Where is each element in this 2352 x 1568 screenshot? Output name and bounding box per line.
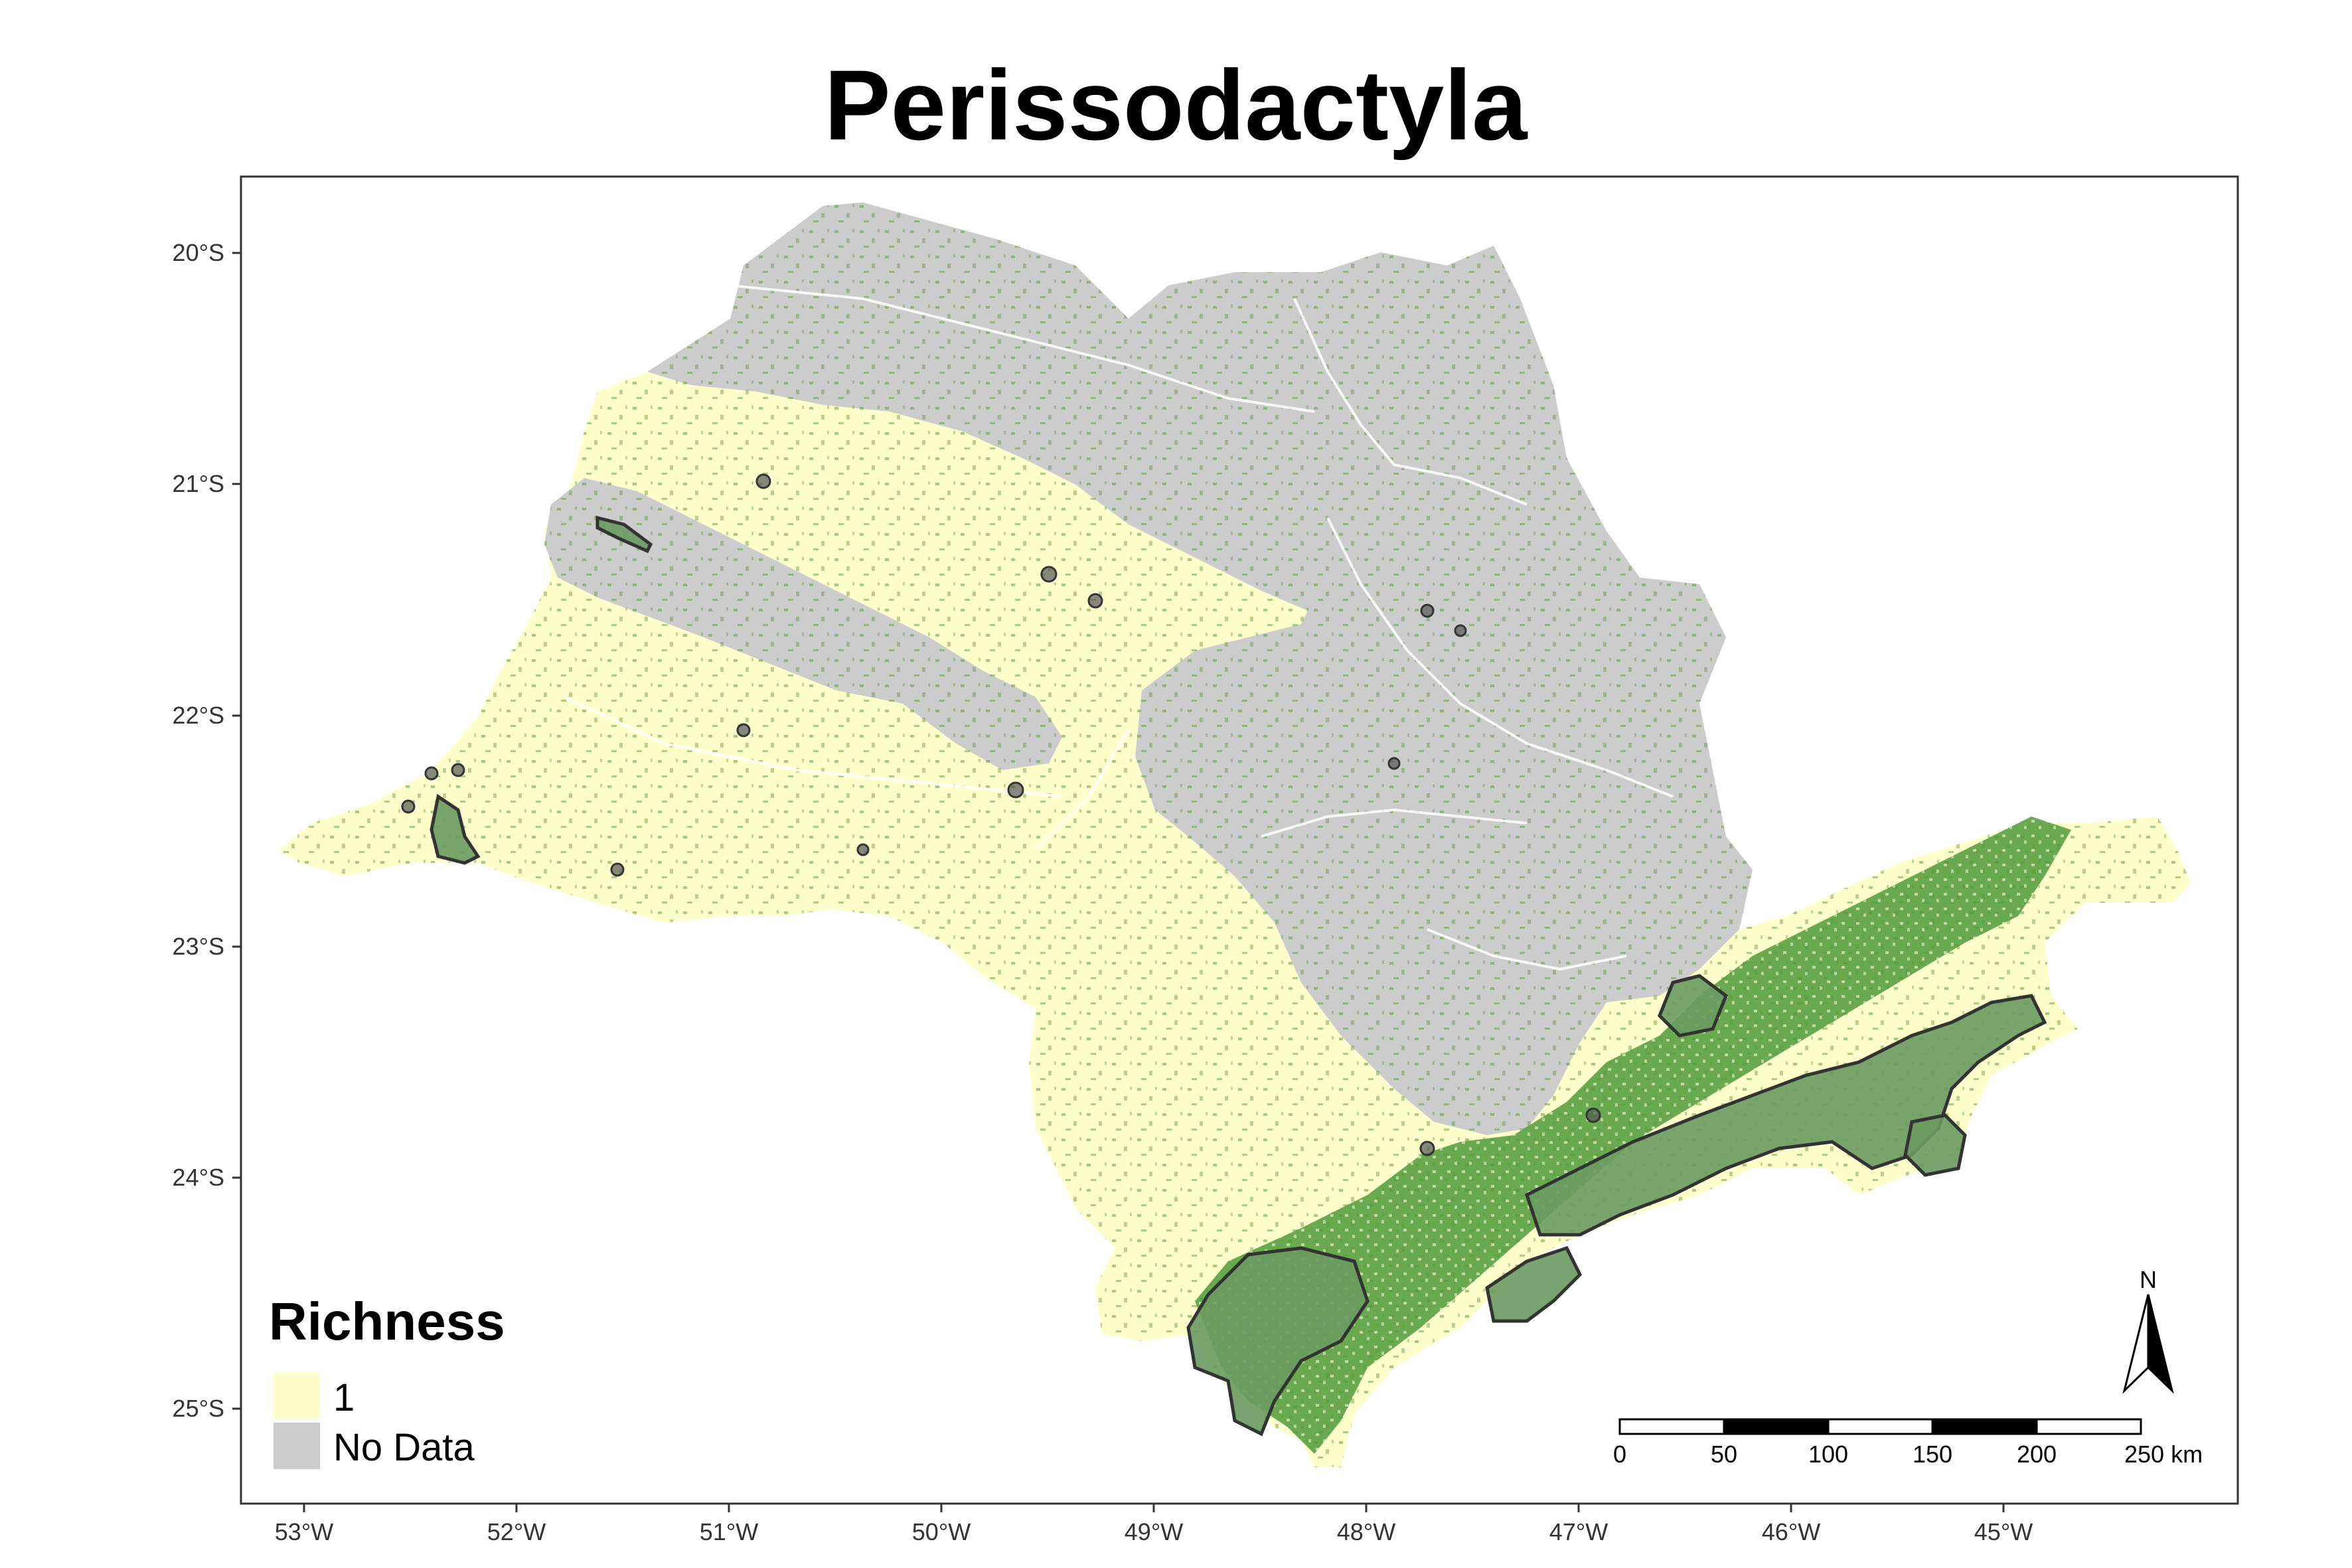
y-tick-label: 20°S <box>173 239 224 266</box>
x-tick-label: 49°W <box>1125 1518 1183 1545</box>
scale-bar <box>1618 1418 2142 1435</box>
region-no-data-northeast-texture <box>647 202 1753 1135</box>
legend-swatch-no-data <box>274 1423 320 1469</box>
scale-bar-label: 0 <box>1613 1441 1626 1468</box>
y-axis <box>232 252 241 1410</box>
scale-bar-label: 200 <box>2017 1441 2057 1468</box>
region-forest-southeast-texture <box>1195 817 2071 1454</box>
north-arrow: N <box>2122 1266 2174 1394</box>
scale-bar-label: 150 <box>1913 1441 1952 1468</box>
legend-swatch-richness-1 <box>274 1373 320 1419</box>
x-tick-label: 50°W <box>912 1518 971 1545</box>
x-tick-label: 52°W <box>487 1518 546 1545</box>
map-title: Perissodactyla <box>824 49 1529 161</box>
x-tick-label: 51°W <box>700 1518 758 1545</box>
y-tick-label: 23°S <box>173 933 224 960</box>
north-arrow-label: N <box>2140 1266 2157 1293</box>
protected-area-points <box>401 473 1601 1156</box>
y-tick-label: 25°S <box>173 1395 224 1422</box>
legend-label: 1 <box>333 1376 354 1419</box>
protected-areas <box>430 515 2047 1437</box>
scale-bar-label: 250 km <box>2124 1441 2203 1468</box>
protected-area-east-coast <box>1903 1113 1967 1177</box>
x-tick-label: 47°W <box>1549 1518 1608 1545</box>
y-tick-label: 22°S <box>173 702 224 729</box>
legend-label: No Data <box>333 1426 475 1469</box>
x-tick-label: 46°W <box>1762 1518 1820 1545</box>
x-axis <box>303 1504 2005 1512</box>
legend-title: Richness <box>269 1292 505 1351</box>
protected-area-southwest-coast <box>1186 1246 1370 1437</box>
legend: Richness 1 No Data <box>269 1292 505 1469</box>
x-tick-label: 53°W <box>275 1518 333 1545</box>
protected-area-ilha <box>1485 1245 1583 1323</box>
protected-area-serra-do-mar <box>1524 994 2047 1237</box>
y-tick-label: 24°S <box>173 1164 224 1191</box>
rivers <box>564 284 1674 971</box>
region-no-data-west-band-texture <box>544 478 1062 770</box>
y-tick-label: 21°S <box>173 470 224 497</box>
protected-area-cantareira <box>1658 974 1729 1038</box>
scale-bar-label: 100 <box>1808 1441 1848 1468</box>
x-tick-label: 48°W <box>1337 1518 1395 1545</box>
scale-bar-label: 50 <box>1711 1441 1737 1468</box>
protected-area-north-strip <box>595 515 653 554</box>
x-tick-label: 45°W <box>1974 1518 2033 1545</box>
protected-area-west-park <box>430 793 481 865</box>
